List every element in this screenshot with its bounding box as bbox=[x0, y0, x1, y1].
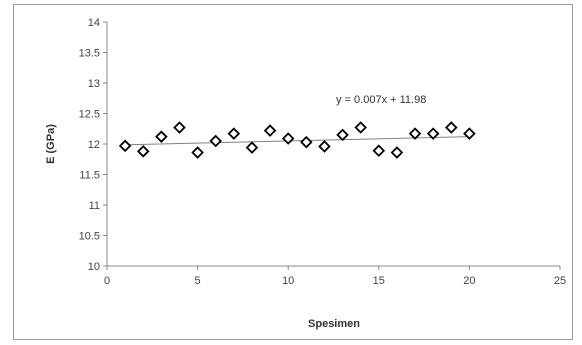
y-tick-label: 13 bbox=[88, 78, 100, 90]
x-tick-label: 10 bbox=[282, 275, 294, 287]
trendline bbox=[125, 136, 470, 146]
data-point bbox=[173, 121, 186, 134]
x-tick-label: 25 bbox=[554, 275, 566, 287]
x-axis-ticks: 0 5 10 15 20 25 bbox=[104, 266, 566, 287]
data-point bbox=[281, 132, 295, 145]
data-point bbox=[227, 127, 241, 140]
data-point bbox=[336, 128, 349, 142]
data-points bbox=[118, 121, 476, 159]
y-tick-label: 14 bbox=[88, 17, 100, 29]
y-tick-label: 12.5 bbox=[79, 109, 100, 121]
data-point bbox=[155, 130, 168, 143]
y-tick-label: 12 bbox=[88, 139, 100, 151]
data-point bbox=[445, 121, 458, 134]
data-point bbox=[118, 139, 132, 153]
data-point bbox=[463, 127, 476, 140]
data-point bbox=[354, 121, 367, 134]
x-axis-title: Spesimen bbox=[308, 318, 360, 330]
y-tick-label: 11 bbox=[89, 200, 100, 212]
data-point bbox=[372, 144, 386, 157]
data-point bbox=[426, 127, 440, 140]
data-point bbox=[390, 146, 404, 159]
y-axis-title: E (GPa) bbox=[45, 124, 57, 164]
x-tick-label: 20 bbox=[463, 275, 475, 287]
trendline-equation: y = 0.007x + 11.98 bbox=[336, 94, 426, 106]
y-tick-label: 13.5 bbox=[79, 48, 100, 60]
data-point bbox=[263, 124, 277, 137]
y-tick-label: 10.5 bbox=[79, 231, 100, 243]
x-tick-label: 15 bbox=[373, 275, 385, 287]
data-point bbox=[191, 146, 204, 159]
y-tick-label: 11.5 bbox=[79, 170, 100, 182]
y-axis-ticks: 10 10.5 11 11.5 12 12.5 13 13.5 14 bbox=[79, 17, 107, 273]
scatter-chart: 10 10.5 11 11.5 12 12.5 13 13.5 14 0 5 10 15 20 25 y … bbox=[45, 17, 566, 330]
x-tick-label: 0 bbox=[104, 275, 110, 287]
x-tick-label: 5 bbox=[195, 275, 201, 287]
data-point bbox=[136, 145, 150, 158]
y-tick-label: 10 bbox=[88, 261, 100, 273]
data-point bbox=[408, 127, 422, 140]
data-point bbox=[300, 135, 313, 149]
chart-area: 10 10.5 11 11.5 12 12.5 13 13.5 14 0 5 10 15 20 25 y … bbox=[13, 4, 573, 340]
data-point bbox=[245, 141, 259, 154]
data-point bbox=[209, 134, 222, 148]
data-point bbox=[318, 140, 331, 153]
